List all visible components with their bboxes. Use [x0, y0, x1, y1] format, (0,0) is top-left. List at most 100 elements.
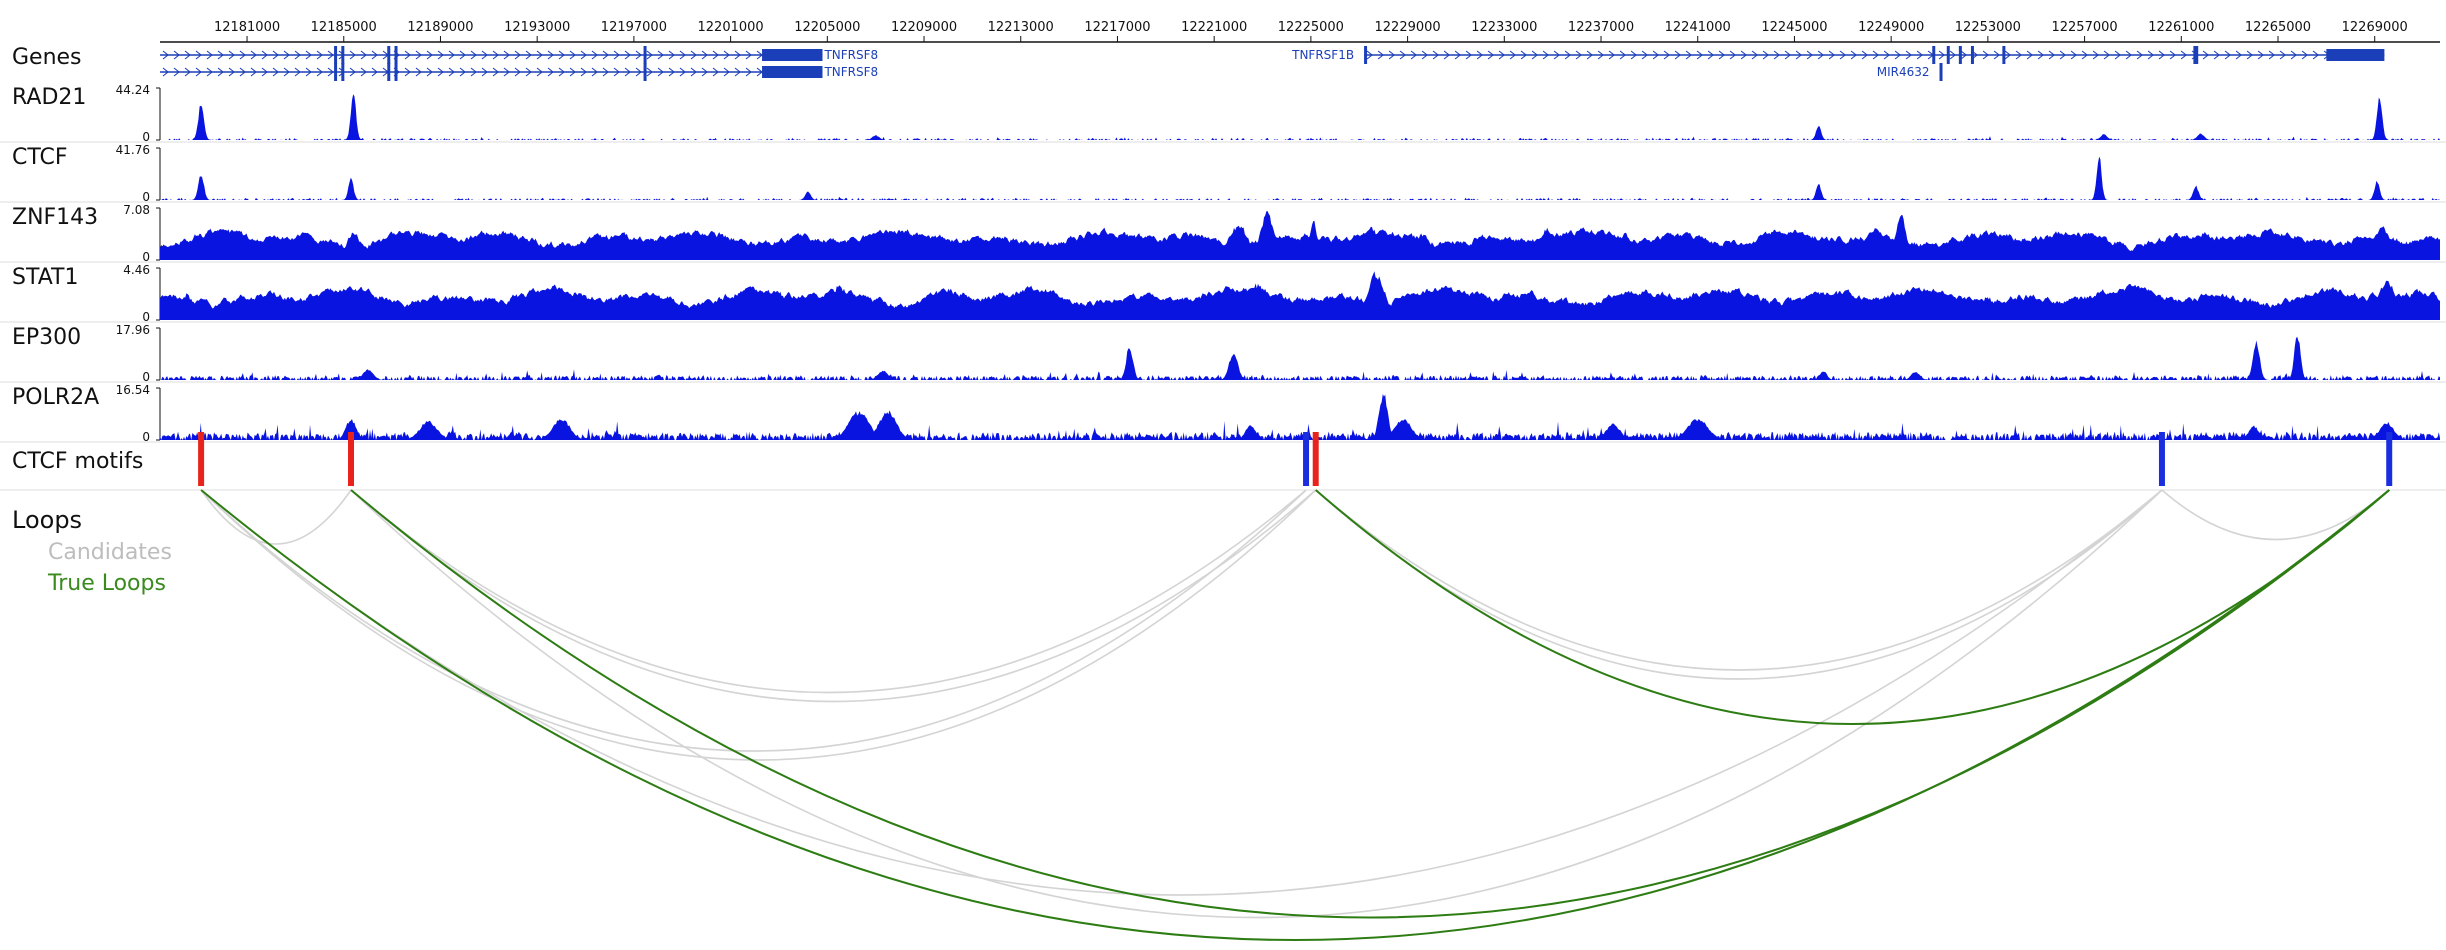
axis-tick-label: 12209000 [891, 20, 957, 35]
gene-strand-chevron [580, 67, 587, 77]
true-loop-arc [350, 489, 2390, 919]
gene-strand-chevron [305, 50, 312, 60]
track-ymin-label: 0 [142, 190, 150, 204]
axis-tick-label: 12245000 [1761, 20, 1827, 35]
gene-strand-chevron [261, 67, 268, 77]
gene-strand-chevron [1795, 50, 1802, 60]
gene-strand-chevron [1366, 50, 1373, 60]
track-label-rad21: RAD21 [12, 85, 86, 110]
gene-strand-chevron [217, 50, 224, 60]
signal-area-rad21 [160, 94, 2440, 140]
axis-tick-label: 12237000 [1568, 20, 1634, 35]
signal-area-polr2a [160, 394, 2440, 440]
gene-exon [762, 49, 823, 61]
gene-strand-chevron [1377, 50, 1384, 60]
track-label-polr2a: POLR2A [12, 385, 99, 410]
gene-strand-chevron [734, 67, 741, 77]
gene-strand-chevron [316, 67, 323, 77]
gene-exon [1364, 46, 1368, 64]
gene-exon [334, 63, 338, 81]
gene-strand-chevron [492, 50, 499, 60]
gene-strand-chevron [2037, 50, 2044, 60]
gene-strand-chevron [1740, 50, 1747, 60]
candidate-loop-arc [350, 489, 1307, 694]
gene-strand-chevron [1619, 50, 1626, 60]
gene-strand-chevron [228, 50, 235, 60]
gene-strand-chevron [415, 50, 422, 60]
gene-strand-chevron [1696, 50, 1703, 60]
gene-strand-chevron [294, 67, 301, 77]
gene-strand-chevron [679, 67, 686, 77]
gene-strand-chevron [316, 50, 323, 60]
gene-strand-chevron [184, 67, 191, 77]
gene-strand-chevron [613, 50, 620, 60]
gene-strand-chevron [217, 67, 224, 77]
true-loop-arc [1315, 489, 2390, 725]
gene-strand-chevron [492, 67, 499, 77]
gene-strand-chevron [1839, 50, 1846, 60]
gene-strand-chevron [756, 67, 763, 77]
axis-tick-label: 12193000 [504, 20, 570, 35]
gene-strand-chevron [1762, 50, 1769, 60]
genomic-axis: 12181000 12185000 12189000 12193000 12197000… [160, 20, 2440, 43]
axis-tick-label: 12261000 [2148, 20, 2214, 35]
gene-strand-chevron [459, 50, 466, 60]
gene-strand-chevron [712, 67, 719, 77]
gene-strand-chevron [1773, 50, 1780, 60]
gene-exon [1958, 46, 1962, 64]
axis-tick-label: 12201000 [698, 20, 764, 35]
candidate-loop-arc [1315, 489, 2163, 671]
gene-exon [1932, 46, 1936, 64]
gene-strand-chevron [536, 67, 543, 77]
gene-strand-chevron [558, 50, 565, 60]
gene-strand-chevron [657, 50, 664, 60]
gene-strand-chevron [2059, 50, 2066, 60]
ctcf-motif-marker [2158, 432, 2165, 486]
axis-tick-label: 12229000 [1375, 20, 1441, 35]
track-label-genes: Genes [12, 45, 82, 70]
gene-strand-chevron [1509, 50, 1516, 60]
gene-strand-chevron [2125, 50, 2132, 60]
gene-strand-chevron [1630, 50, 1637, 60]
gene-strand-chevron [690, 67, 697, 77]
axis-tick-label: 12265000 [2245, 20, 2311, 35]
track-ymin-label: 0 [142, 130, 150, 144]
gene-strand-chevron [2257, 50, 2264, 60]
signal-area-ep300 [160, 336, 2440, 380]
gene-exon [643, 46, 647, 64]
gene-strand-chevron [591, 50, 598, 60]
gene-strand-chevron [1443, 50, 1450, 60]
gene-strand-chevron [1388, 50, 1395, 60]
gene-strand-chevron [2048, 50, 2055, 60]
ctcf-motif-marker [1303, 432, 1310, 486]
candidate-loop-arc [200, 489, 1317, 761]
gene-strand-chevron [1938, 50, 1945, 60]
gene-strand-chevron [426, 50, 433, 60]
gene-strand-chevron [305, 67, 312, 77]
track-label-ep300: EP300 [12, 325, 81, 350]
gene-strand-chevron [2136, 50, 2143, 60]
track-label-ctcf: CTCF [12, 145, 68, 170]
gene-strand-chevron [734, 50, 741, 60]
gene-strand-chevron [349, 67, 356, 77]
axis-tick-label: 12185000 [311, 20, 377, 35]
gene-strand-chevron [437, 50, 444, 60]
gene-strand-chevron [1982, 50, 1989, 60]
gene-strand-chevron [173, 50, 180, 60]
gene-strand-chevron [371, 50, 378, 60]
gene-strand-chevron [1498, 50, 1505, 60]
candidate-loop-arc [200, 489, 2163, 896]
gene-strand-chevron [426, 67, 433, 77]
gene-strand-chevron [283, 50, 290, 60]
legend-true-loops: True Loops [47, 571, 166, 596]
gene-strand-chevron [1454, 50, 1461, 60]
track-ymin-label: 0 [142, 370, 150, 384]
gene-strand-chevron [503, 67, 510, 77]
gene-strand-chevron [470, 67, 477, 77]
gene-strand-chevron [415, 67, 422, 77]
gene-strand-chevron [668, 50, 675, 60]
gene-strand-chevron [635, 50, 642, 60]
gene-strand-chevron [558, 67, 565, 77]
gene-strand-chevron [1410, 50, 1417, 60]
gene-strand-chevron [448, 50, 455, 60]
